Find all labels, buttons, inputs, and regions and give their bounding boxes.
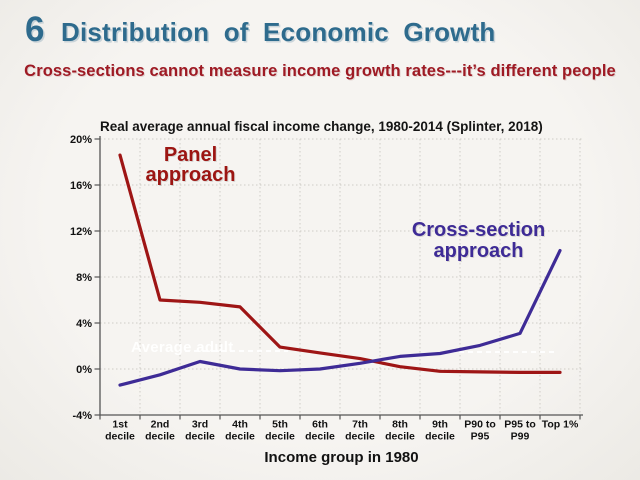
y-tick-label: 16% [70, 180, 92, 192]
page-title: Distribution of Economic Growth [61, 17, 496, 47]
cross-section-series-label: Cross-section approach [411, 219, 546, 262]
x-tick-label: 7th decile [345, 419, 375, 443]
x-tick-label: P90 to P95 [464, 419, 496, 443]
x-tick-label: 8th decile [385, 419, 415, 443]
x-axis-title: Income group in 1980 [264, 449, 419, 466]
series-line-panel-approach [118, 153, 562, 374]
x-tick-label: 4th decile [225, 419, 255, 443]
x-tick-label: Top 1% [542, 419, 579, 431]
y-tick-label: 0% [76, 364, 92, 376]
x-tick-label: P95 to P99 [504, 419, 536, 443]
y-tick-label: 12% [70, 226, 92, 238]
chart-title: Real average annual fiscal income change… [100, 119, 543, 134]
slide-number: 6 [25, 10, 45, 49]
x-tick-label: 9th decile [425, 419, 455, 443]
x-tick-label: 5th decile [265, 419, 295, 443]
x-tick-label: 1st decile [105, 419, 135, 443]
y-tick-label: -4% [72, 410, 92, 422]
y-tick-label: 4% [76, 318, 92, 330]
slide-subtitle: Cross-sections cannot measure income gro… [24, 62, 616, 80]
y-tick-label: 8% [76, 272, 92, 284]
x-tick-label: 2nd decile [145, 419, 175, 443]
x-tick-label: 3rd decile [185, 419, 215, 443]
y-tick-label: 20% [70, 134, 92, 146]
x-tick-label: 6th decile [305, 419, 335, 443]
series-line-cross-section-approach [118, 249, 562, 387]
average-adult-hidden-label: Average adult [131, 339, 234, 356]
panel-approach-series-label: Panel approach [145, 144, 236, 186]
